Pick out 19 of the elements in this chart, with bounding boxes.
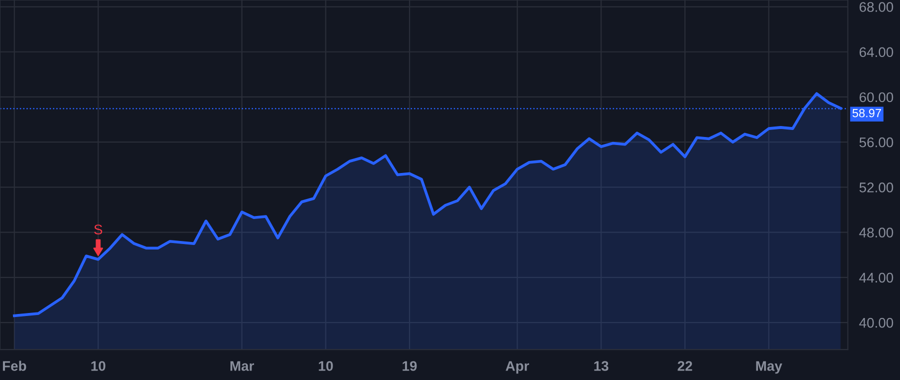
- x-tick-label: Mar: [230, 361, 254, 371]
- x-tick-label: May: [756, 361, 782, 374]
- x-tick-label: 22: [678, 361, 692, 371]
- x-tick-label: Feb: [2, 360, 26, 371]
- y-tick-label: 64.00: [860, 47, 894, 58]
- y-tick-label: 56.00: [859, 137, 894, 148]
- y-tick-label: 60.00: [860, 92, 894, 102]
- annotation: S: [94, 224, 102, 234]
- y-tick-label: 44.00: [859, 272, 894, 283]
- ref-line-label: 58.97: [852, 108, 881, 118]
- x-tick-label: 10: [318, 361, 333, 371]
- x-tick-label: Apr: [506, 361, 530, 374]
- y-tick-label: 48.00: [859, 228, 894, 238]
- x-tick-label: 19: [402, 361, 417, 371]
- x-tick-label: 10: [91, 361, 106, 371]
- y-tick-label: 40.00: [859, 318, 894, 328]
- x-tick-label: 13: [594, 361, 608, 371]
- y-tick-label: 68.00: [860, 2, 894, 12]
- y-tick-label: 52.00: [859, 182, 894, 192]
